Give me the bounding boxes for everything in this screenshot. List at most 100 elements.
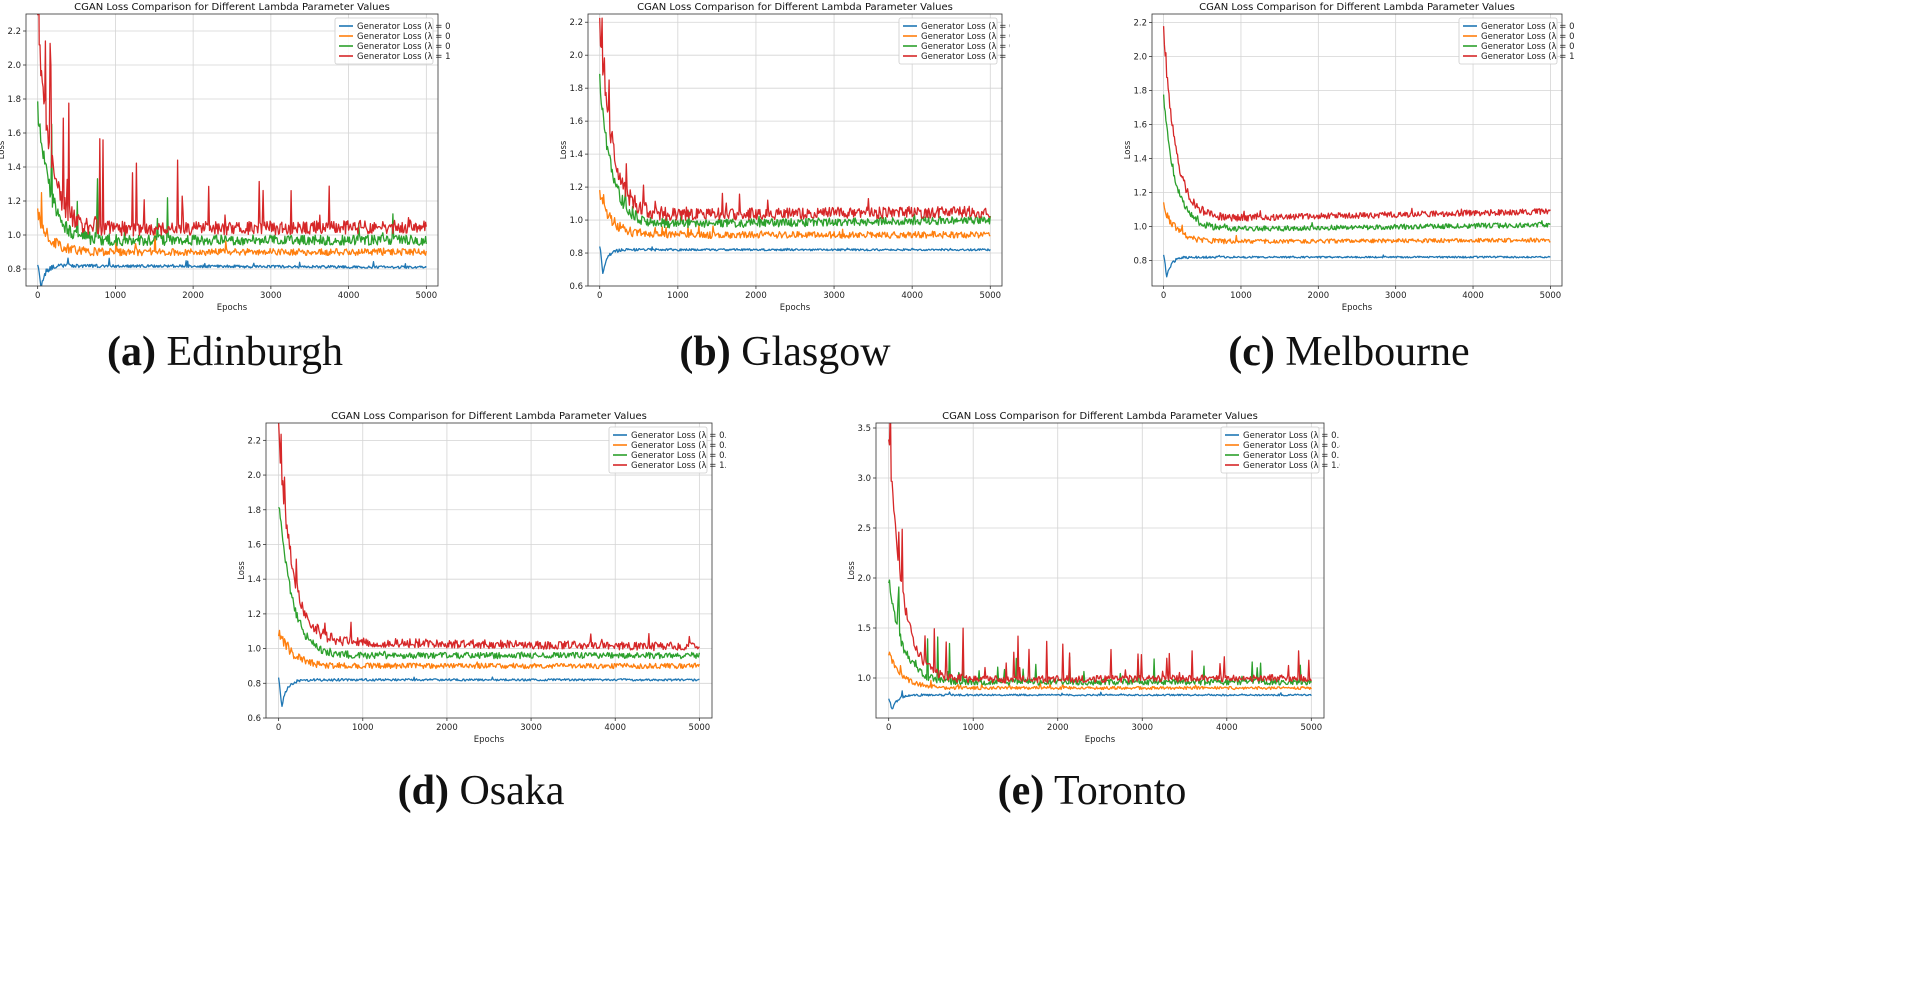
chart-title: CGAN Loss Comparison for Different Lambd… [942, 411, 1258, 422]
x-tick-label: 5000 [689, 723, 711, 733]
y-axis-label: Loss [0, 140, 7, 159]
caption-city: Toronto [1053, 768, 1187, 814]
y-tick-label: 3.5 [857, 424, 871, 434]
caption-letter: (d) [397, 768, 449, 814]
chart-osaka: CGAN Loss Comparison for Different Lambd… [237, 411, 726, 744]
y-tick-label: 1.4 [1133, 155, 1147, 165]
x-tick-label: 0 [597, 291, 602, 301]
x-axis-label: Epochs [217, 303, 248, 313]
x-tick-label: 1000 [667, 291, 689, 301]
caption-city: Edinburgh [166, 329, 344, 375]
legend-box [608, 426, 708, 474]
series-line-1 [277, 629, 701, 670]
series-line-0 [37, 257, 427, 286]
y-tick-label: 1.6 [1133, 121, 1147, 131]
x-tick-label: 2000 [1047, 723, 1069, 733]
y-tick-label: 1.4 [7, 163, 21, 173]
series-line-0 [888, 690, 1312, 710]
x-tick-label: 2000 [1308, 291, 1330, 301]
plot-frame [875, 422, 1325, 719]
series-line-3 [599, 17, 991, 221]
y-tick-label: 1.5 [857, 624, 871, 634]
y-tick-label: 1.6 [7, 129, 21, 139]
legend-box [898, 17, 998, 65]
chart-glasgow: CGAN Loss Comparison for Different Lambd… [560, 2, 1010, 313]
legend: Generator Loss (λ = 0.1) Generator Loss (… [334, 17, 450, 65]
legend-label: Generator Loss (λ = 0.1) [921, 22, 1010, 32]
y-tick-label: 0.8 [1133, 257, 1147, 267]
y-tick-label: 0.8 [247, 679, 261, 689]
series-line-2 [599, 73, 991, 229]
y-tick-label: 1.8 [569, 84, 583, 94]
series-line-3 [37, 14, 427, 237]
legend-label: Generator Loss (λ = 0.7) [1243, 451, 1340, 461]
y-axis-label: Loss [237, 561, 247, 580]
y-tick-label: 0.6 [569, 282, 583, 292]
legend-label: Generator Loss (λ = 0.1) [1243, 431, 1340, 441]
y-tick-label: 1.8 [247, 506, 261, 516]
caption-melbourne: (c) Melbourne [1228, 328, 1469, 376]
y-tick-label: 1.6 [569, 117, 583, 127]
series-group [1162, 26, 1551, 278]
chart-melbourne: CGAN Loss Comparison for Different Lambd… [1124, 2, 1574, 313]
x-tick-label: 5000 [1301, 723, 1323, 733]
caption-osaka: (d) Osaka [398, 767, 565, 815]
chart-panel-glasgow: CGAN Loss Comparison for Different Lambd… [560, 0, 1010, 314]
x-tick-label: 0 [1161, 291, 1166, 301]
series-line-2 [37, 101, 427, 247]
legend: Generator Loss (λ = 0.1) Generator Loss (… [898, 17, 1010, 65]
x-tick-label: 1000 [1230, 291, 1252, 301]
x-tick-label: 0 [886, 723, 891, 733]
x-axis-label: Epochs [1085, 735, 1116, 744]
legend: Generator Loss (λ = 0.1)Generator Loss (… [608, 426, 726, 474]
caption-toronto: (e) Toronto [998, 767, 1187, 815]
series-line-3 [278, 423, 700, 652]
y-tick-label: 1.0 [247, 645, 261, 655]
caption-city: Glasgow [741, 329, 891, 375]
legend-label: Generator Loss (λ = 1.0) [921, 52, 1010, 62]
chart-panel-osaka: CGAN Loss Comparison for Different Lambd… [236, 404, 726, 744]
x-axis-label: Epochs [474, 735, 505, 744]
chart-title: CGAN Loss Comparison for Different Lambd… [1199, 2, 1515, 13]
series-line-0 [277, 676, 700, 708]
y-tick-label: 1.2 [247, 610, 261, 620]
x-tick-label: 3000 [1131, 723, 1153, 733]
legend-label: Generator Loss (λ = 0.1) [357, 22, 450, 32]
x-tick-label: 3000 [823, 291, 845, 301]
chart-title: CGAN Loss Comparison for Different Lambd… [331, 411, 647, 422]
caption-letter: (c) [1228, 329, 1275, 375]
y-tick-label: 1.4 [569, 150, 583, 160]
chart-title: CGAN Loss Comparison for Different Lambd… [74, 2, 390, 13]
legend: Generator Loss (λ = 0.1)Generator Loss (… [1458, 17, 1574, 65]
y-tick-label: 2.2 [1133, 19, 1147, 29]
y-tick-label: 1.0 [7, 231, 21, 241]
chart-panel-toronto: CGAN Loss Comparison for Different Lambd… [840, 404, 1340, 744]
legend-label: Generator Loss (λ = 0.7) [921, 42, 1010, 52]
x-tick-label: 2000 [436, 723, 458, 733]
legend-label: Generator Loss (λ = 0.4) [1481, 32, 1574, 42]
caption-city: Melbourne [1285, 329, 1470, 375]
series-line-2 [278, 506, 701, 660]
y-tick-label: 3.0 [857, 474, 871, 484]
y-tick-label: 1.8 [1133, 87, 1147, 97]
legend-label: Generator Loss (λ = 0.4) [1243, 441, 1340, 451]
chart-edinburgh: CGAN Loss Comparison for Different Lambd… [0, 2, 450, 313]
y-tick-label: 1.0 [857, 674, 871, 684]
series-line-3 [888, 423, 1312, 684]
legend-label: Generator Loss (λ = 0.7) [631, 451, 726, 461]
y-tick-label: 0.8 [7, 265, 21, 275]
series-line-1 [599, 190, 991, 240]
caption-letter: (e) [997, 768, 1045, 814]
x-tick-label: 5000 [979, 291, 1001, 301]
x-axis-label: Epochs [780, 303, 811, 313]
legend-label: Generator Loss (λ = 1.0) [357, 52, 450, 62]
caption-glasgow: (b) Glasgow [679, 328, 890, 376]
y-tick-label: 2.0 [1133, 53, 1147, 63]
y-tick-label: 1.0 [1133, 223, 1147, 233]
y-tick-label: 2.0 [7, 61, 21, 71]
series-line-0 [599, 246, 991, 275]
x-tick-label: 0 [35, 291, 40, 301]
y-tick-label: 1.0 [569, 216, 583, 226]
y-axis-label: Loss [847, 561, 857, 580]
x-tick-label: 4000 [604, 723, 626, 733]
